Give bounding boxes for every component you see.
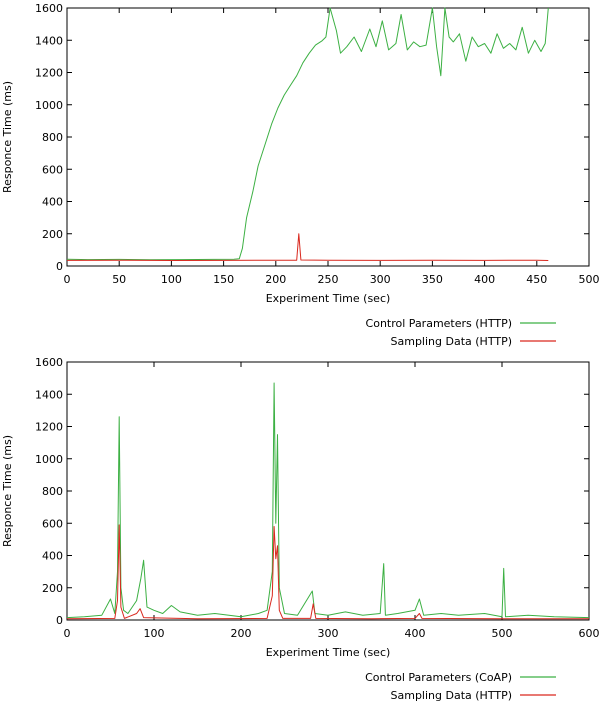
y-tick-label: 1200 (35, 421, 63, 434)
x-tick-label: 100 (161, 273, 182, 286)
legend-label-1: Sampling Data (HTTP) (391, 335, 512, 348)
series-line-0 (66, 7, 549, 261)
y-tick-label: 800 (42, 485, 63, 498)
x-axis-label: Experiment Time (sec) (266, 646, 391, 659)
y-tick-label: 1400 (35, 34, 63, 47)
y-tick-label: 400 (42, 196, 63, 209)
y-tick-label: 1600 (35, 356, 63, 369)
legend-label-1: Sampling Data (HTTP) (391, 689, 512, 702)
x-tick-label: 500 (579, 273, 600, 286)
axis-ticks: 0 50 100 150 200 250 300 350 400 450 500 0 200 400 600… (35, 2, 600, 286)
y-axis-label: Responce Time (ms) (1, 435, 14, 547)
legend-label-0: Control Parameters (HTTP) (366, 317, 512, 330)
y-tick-label: 1000 (35, 99, 63, 112)
x-tick-label: 0 (64, 273, 71, 286)
series-group (66, 382, 590, 620)
x-tick-label: 150 (213, 273, 234, 286)
y-tick-label: 400 (42, 550, 63, 563)
y-tick-label: 1600 (35, 2, 63, 15)
y-tick-label: 0 (56, 260, 63, 273)
series-group (66, 7, 549, 261)
x-tick-label: 50 (112, 273, 126, 286)
series-line-1 (66, 233, 549, 261)
series-line-0 (66, 382, 590, 619)
x-tick-label: 250 (318, 273, 339, 286)
y-tick-label: 200 (42, 228, 63, 241)
legend: Control Parameters (CoAP) Sampling Data (… (365, 671, 556, 702)
y-tick-label: 1400 (35, 388, 63, 401)
x-tick-label: 200 (265, 273, 286, 286)
x-tick-label: 400 (474, 273, 495, 286)
y-tick-label: 600 (42, 163, 63, 176)
legend: Control Parameters (HTTP) Sampling Data (… (366, 317, 556, 348)
y-tick-label: 1200 (35, 67, 63, 80)
x-tick-label: 500 (492, 627, 513, 640)
series-line-1 (66, 524, 589, 620)
x-tick-label: 300 (370, 273, 391, 286)
y-tick-label: 200 (42, 582, 63, 595)
x-tick-label: 0 (64, 627, 71, 640)
x-tick-label: 350 (422, 273, 443, 286)
x-tick-label: 400 (405, 627, 426, 640)
x-tick-label: 100 (144, 627, 165, 640)
y-axis-label: Responce Time (ms) (1, 81, 14, 193)
y-tick-label: 800 (42, 131, 63, 144)
x-tick-label: 600 (579, 627, 600, 640)
x-tick-label: 450 (526, 273, 547, 286)
y-tick-label: 0 (56, 614, 63, 627)
x-axis-label: Experiment Time (sec) (266, 292, 391, 305)
y-tick-label: 1000 (35, 453, 63, 466)
chart-coap: 0 100 200 300 400 500 600 0 200 400 600 800 1000 1200… (1, 356, 600, 702)
legend-label-0: Control Parameters (CoAP) (365, 671, 512, 684)
plot-frame (66, 7, 590, 267)
y-tick-label: 600 (42, 517, 63, 530)
chart-http: 0 50 100 150 200 250 300 350 400 450 500 0 200 400 600… (1, 2, 600, 348)
axis-ticks: 0 100 200 300 400 500 600 0 200 400 600 800 1000 1200… (35, 356, 600, 640)
x-tick-label: 200 (231, 627, 252, 640)
x-tick-label: 300 (318, 627, 339, 640)
